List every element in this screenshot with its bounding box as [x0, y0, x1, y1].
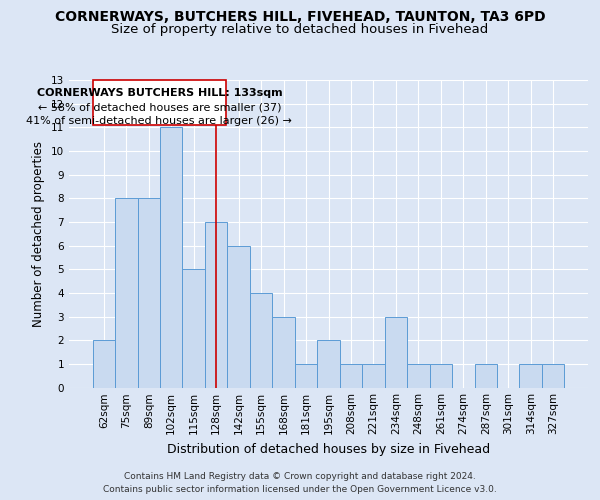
Y-axis label: Number of detached properties: Number of detached properties [32, 141, 46, 327]
Bar [115, 198, 137, 388]
Text: ← 58% of detached houses are smaller (37): ← 58% of detached houses are smaller (37… [38, 102, 281, 113]
Bar [340, 364, 362, 388]
Bar [475, 364, 497, 388]
Bar [295, 364, 317, 388]
Bar [407, 364, 430, 388]
Text: Size of property relative to detached houses in Fivehead: Size of property relative to detached ho… [112, 22, 488, 36]
Bar [137, 198, 160, 388]
Text: Contains public sector information licensed under the Open Government Licence v3: Contains public sector information licen… [103, 485, 497, 494]
Text: CORNERWAYS, BUTCHERS HILL, FIVEHEAD, TAUNTON, TA3 6PD: CORNERWAYS, BUTCHERS HILL, FIVEHEAD, TAU… [55, 10, 545, 24]
X-axis label: Distribution of detached houses by size in Fivehead: Distribution of detached houses by size … [167, 443, 490, 456]
Text: Contains HM Land Registry data © Crown copyright and database right 2024.: Contains HM Land Registry data © Crown c… [124, 472, 476, 481]
Bar [430, 364, 452, 388]
Bar [250, 293, 272, 388]
Bar [520, 364, 542, 388]
Bar [362, 364, 385, 388]
Bar [317, 340, 340, 388]
Bar [92, 340, 115, 388]
Bar [385, 316, 407, 388]
Bar [272, 316, 295, 388]
Bar [227, 246, 250, 388]
Bar [160, 128, 182, 388]
Text: CORNERWAYS BUTCHERS HILL: 133sqm: CORNERWAYS BUTCHERS HILL: 133sqm [37, 88, 282, 99]
Bar [542, 364, 565, 388]
FancyBboxPatch shape [92, 80, 226, 125]
Bar [182, 269, 205, 388]
Text: 41% of semi-detached houses are larger (26) →: 41% of semi-detached houses are larger (… [26, 116, 292, 126]
Bar [205, 222, 227, 388]
